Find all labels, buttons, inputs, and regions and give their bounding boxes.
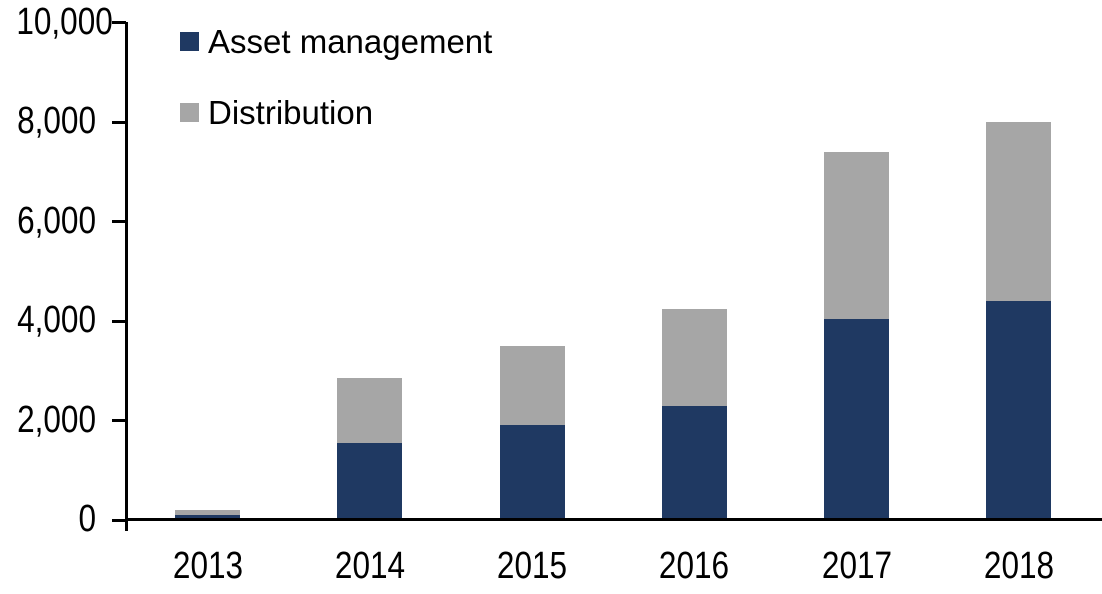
legend-item-asset-management: Asset management	[180, 25, 492, 58]
y-axis-tick-mark	[112, 120, 126, 124]
x-axis-line	[125, 518, 1102, 521]
x-axis-origin-tick	[125, 521, 128, 531]
bar-segment-distribution-2013	[175, 510, 241, 515]
bar-segment-distribution-2015	[499, 345, 565, 426]
y-axis-line	[125, 22, 128, 521]
legend-item-distribution: Distribution	[180, 96, 373, 129]
y-axis-tick-label: 8,000	[17, 100, 96, 143]
bar-segment-asset-management-2013	[175, 514, 241, 520]
y-axis-tick-mark	[112, 220, 126, 223]
legend-label-distribution: Distribution	[208, 94, 374, 131]
bar-segment-distribution-2017	[824, 151, 890, 319]
bar-segment-distribution-2014	[337, 378, 403, 443]
x-axis-category-label-2013: 2013	[172, 545, 243, 587]
x-axis-category-label-2016: 2016	[659, 545, 730, 587]
x-axis-category-label-2014: 2014	[334, 545, 405, 587]
asset-management-legend-swatch-icon	[180, 32, 199, 51]
bar-segment-asset-management-2018	[986, 301, 1052, 520]
y-axis-tick-mark	[112, 21, 126, 24]
y-axis-tick-mark	[112, 419, 126, 422]
y-axis-tick-label: 0	[78, 498, 96, 541]
distribution-legend-swatch-icon	[180, 103, 199, 122]
x-axis-category-label-2018: 2018	[983, 545, 1054, 587]
y-axis-tick-label: 10,000	[16, 0, 113, 43]
bar-segment-distribution-2016	[661, 308, 727, 406]
y-axis-tick-mark	[112, 319, 126, 323]
bar-segment-asset-management-2015	[499, 425, 565, 520]
y-axis-tick-label: 4,000	[17, 299, 96, 342]
y-axis-tick-label: 6,000	[17, 199, 96, 242]
x-axis-category-label-2015: 2015	[497, 545, 568, 587]
y-axis-tick-label: 2,000	[17, 398, 96, 441]
x-axis-category-label-2017: 2017	[821, 545, 892, 587]
bar-segment-asset-management-2016	[661, 405, 727, 520]
y-axis-tick-mark	[112, 518, 126, 522]
bar-segment-asset-management-2017	[824, 318, 890, 520]
legend-label-asset-management: Asset management	[208, 23, 493, 60]
bar-segment-distribution-2018	[986, 122, 1052, 302]
bar-segment-asset-management-2014	[337, 442, 403, 520]
